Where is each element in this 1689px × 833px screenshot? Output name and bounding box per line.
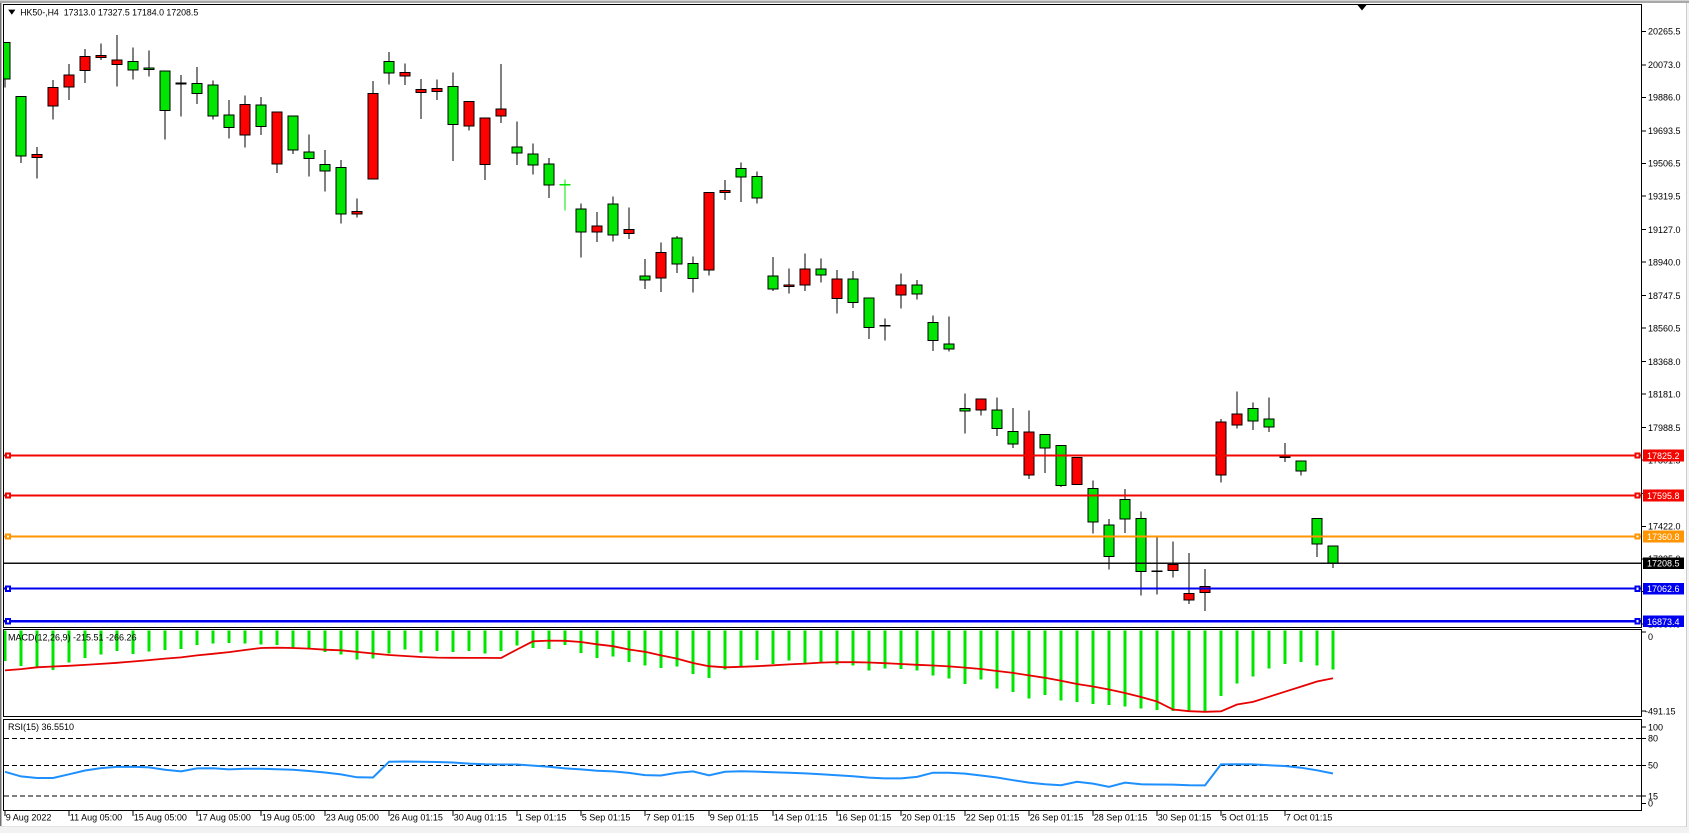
svg-text:50: 50 [1648,761,1658,771]
svg-text:26 Aug 01:15: 26 Aug 01:15 [390,813,443,823]
svg-text:17208.5: 17208.5 [1647,559,1680,569]
svg-text:18560.5: 18560.5 [1648,323,1681,333]
svg-text:18940.0: 18940.0 [1648,257,1681,267]
svg-text:18747.5: 18747.5 [1648,291,1681,301]
svg-text:RSI(15) 36.5510: RSI(15) 36.5510 [8,722,74,732]
svg-text:19127.0: 19127.0 [1648,225,1681,235]
svg-text:17062.6: 17062.6 [1647,584,1680,594]
svg-text:16873.4: 16873.4 [1647,617,1680,627]
svg-text:17595.8: 17595.8 [1647,491,1680,501]
svg-text:20265.5: 20265.5 [1648,27,1681,37]
svg-text:5 Oct 01:15: 5 Oct 01:15 [1222,813,1269,823]
svg-text:0: 0 [1648,632,1653,642]
svg-text:17988.5: 17988.5 [1648,423,1681,433]
svg-text:18368.0: 18368.0 [1648,357,1681,367]
svg-text:19506.5: 19506.5 [1648,159,1681,169]
svg-text:16 Sep 01:15: 16 Sep 01:15 [838,813,892,823]
svg-text:15: 15 [1648,791,1658,801]
svg-text:19693.5: 19693.5 [1648,126,1681,136]
svg-text:20073.0: 20073.0 [1648,60,1681,70]
svg-text:100: 100 [1648,722,1663,732]
svg-text:19 Aug 05:00: 19 Aug 05:00 [262,813,315,823]
svg-text:-491.15: -491.15 [1645,706,1676,716]
svg-text:7 Oct 01:15: 7 Oct 01:15 [1286,813,1333,823]
svg-text:9 Sep 01:15: 9 Sep 01:15 [710,813,759,823]
svg-text:28 Sep 01:15: 28 Sep 01:15 [1094,813,1148,823]
svg-text:11 Aug 05:00: 11 Aug 05:00 [70,813,122,823]
svg-text:23 Aug 05:00: 23 Aug 05:00 [326,813,379,823]
svg-text:HK50-,H4 17313.0 17327.5 1718: HK50-,H4 17313.0 17327.5 17184.0 17208.5 [20,7,198,17]
svg-text:MACD(12,26,9) -215.51 -266.26: MACD(12,26,9) -215.51 -266.26 [8,633,137,643]
svg-text:19319.5: 19319.5 [1648,191,1681,201]
svg-text:30 Aug 01:15: 30 Aug 01:15 [454,813,507,823]
svg-text:0: 0 [1648,799,1653,809]
svg-text:80: 80 [1648,734,1658,744]
svg-text:15 Aug 05:00: 15 Aug 05:00 [134,813,187,823]
svg-text:30 Sep 01:15: 30 Sep 01:15 [1158,813,1212,823]
svg-text:20 Sep 01:15: 20 Sep 01:15 [902,813,956,823]
svg-text:5 Sep 01:15: 5 Sep 01:15 [582,813,631,823]
svg-text:22 Sep 01:15: 22 Sep 01:15 [966,813,1020,823]
svg-text:7 Sep 01:15: 7 Sep 01:15 [646,813,695,823]
svg-text:1 Sep 01:15: 1 Sep 01:15 [518,813,567,823]
svg-text:19886.0: 19886.0 [1648,93,1681,103]
svg-text:26 Sep 01:15: 26 Sep 01:15 [1030,813,1084,823]
svg-text:18181.0: 18181.0 [1648,389,1681,399]
svg-text:14 Sep 01:15: 14 Sep 01:15 [774,813,828,823]
svg-text:17360.8: 17360.8 [1647,532,1680,542]
svg-text:9 Aug 2022: 9 Aug 2022 [6,813,52,823]
svg-text:17 Aug 05:00: 17 Aug 05:00 [198,813,251,823]
svg-text:17422.0: 17422.0 [1648,522,1681,532]
svg-text:17825.2: 17825.2 [1647,451,1680,461]
